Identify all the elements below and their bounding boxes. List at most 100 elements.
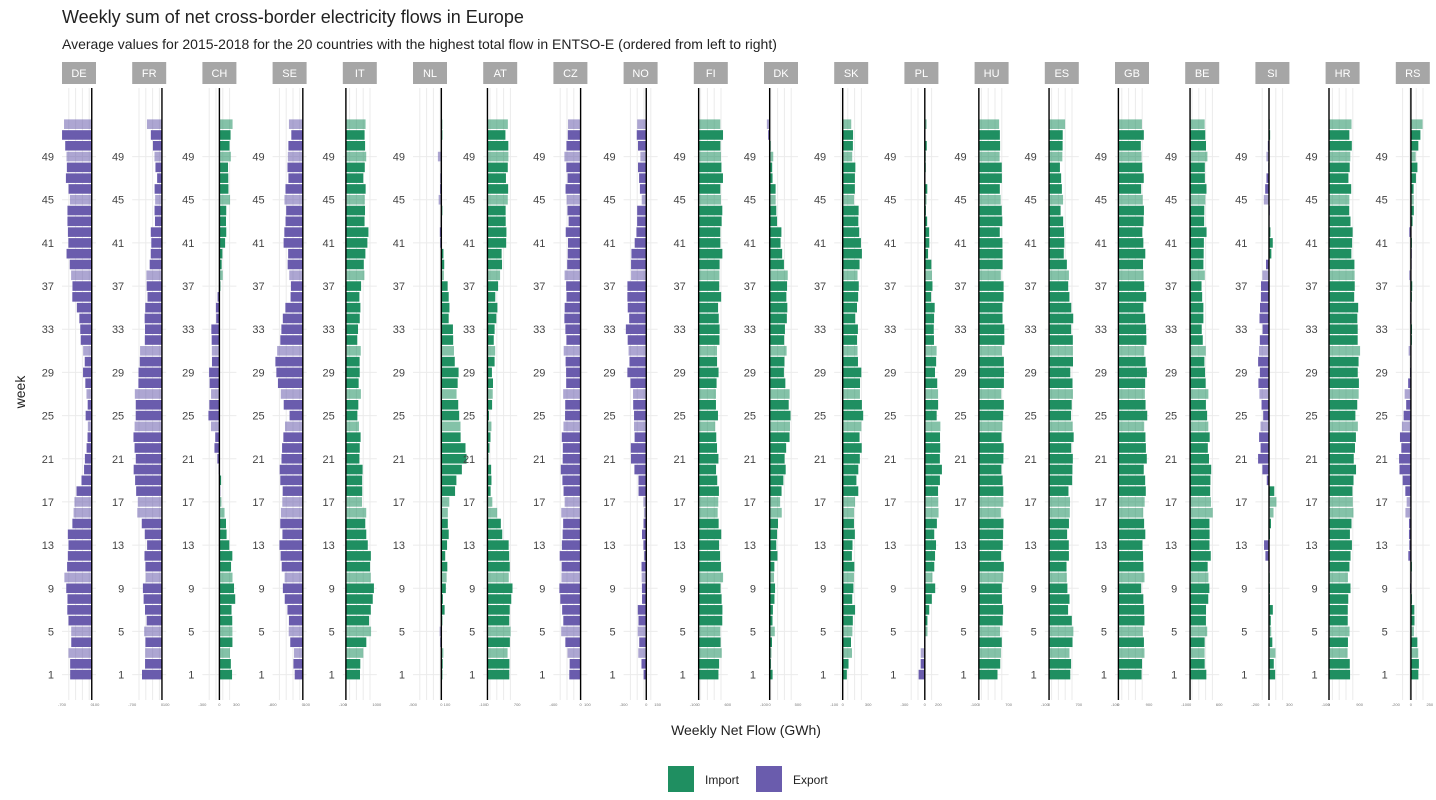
bar-se-week-4	[290, 637, 303, 648]
y-tick-label: 5	[1311, 626, 1317, 638]
bar-fi-week-34	[698, 313, 719, 324]
bar-fr-week-22	[134, 443, 162, 453]
y-tick-label: 17	[1235, 497, 1247, 509]
bar-at-week-1	[487, 669, 510, 680]
bar-dk-week-39	[769, 259, 784, 270]
bar-ch-week-1	[219, 669, 233, 680]
y-tick-label: 33	[252, 324, 264, 336]
bar-nl-week-5	[439, 626, 442, 637]
bar-sk-week-23	[842, 432, 860, 442]
y-tick-label: 13	[323, 540, 335, 552]
bar-dk-week-7	[769, 605, 773, 615]
x-tick-label: 100	[444, 702, 451, 707]
y-tick-label: 17	[884, 497, 896, 509]
bar-no-week-31	[628, 346, 647, 356]
y-tick-label: 9	[890, 583, 896, 595]
strip-es	[1044, 62, 1079, 84]
bar-gb-week-18	[1118, 486, 1146, 496]
bar-gb-week-10	[1118, 572, 1145, 583]
bar-es-week-52	[1049, 119, 1066, 129]
bar-cz-week-16	[561, 507, 581, 518]
bar-ch-week-38	[219, 270, 223, 281]
bar-de-week-12	[67, 551, 92, 561]
bar-it-week-44	[345, 205, 366, 216]
bar-pl-week-7	[924, 605, 930, 615]
bar-at-week-26	[487, 400, 493, 410]
bar-pl-week-18	[924, 486, 939, 496]
bar-gb-week-11	[1118, 561, 1144, 572]
y-tick-label: 45	[42, 195, 54, 207]
bar-ch-week-36	[217, 292, 220, 302]
bar-fi-week-43	[698, 216, 722, 227]
bar-de-week-42	[67, 227, 92, 237]
bar-at-week-45	[487, 194, 508, 205]
bar-sk-week-13	[842, 540, 853, 550]
y-tick-label: 41	[252, 238, 264, 250]
bar-si-week-26	[1261, 400, 1269, 410]
strip-fi	[693, 62, 728, 84]
bar-no-week-47	[639, 173, 647, 183]
bar-cz-week-34	[564, 313, 581, 324]
bar-es-week-13	[1049, 540, 1069, 550]
bar-hu-week-13	[978, 540, 1003, 550]
y-tick-label: 33	[603, 324, 615, 336]
bar-ch-week-46	[219, 184, 229, 194]
bar-es-week-43	[1049, 216, 1064, 227]
bar-es-week-14	[1049, 529, 1068, 540]
bar-at-week-47	[487, 173, 506, 183]
bar-hr-week-52	[1329, 119, 1352, 129]
y-tick-label: 21	[112, 454, 124, 466]
bar-cz-week-8	[560, 594, 581, 604]
y-tick-label: 13	[1376, 540, 1388, 552]
bar-be-week-37	[1190, 281, 1202, 291]
bar-de-week-39	[69, 259, 92, 270]
strip-label: FI	[706, 68, 716, 80]
bar-hr-week-43	[1329, 216, 1351, 227]
bar-si-week-20	[1262, 464, 1269, 475]
bar-be-week-48	[1190, 162, 1205, 173]
bar-dk-week-28	[769, 378, 786, 388]
bar-dk-week-45	[769, 194, 776, 205]
bar-it-week-36	[345, 292, 360, 302]
bar-hu-week-12	[978, 551, 1002, 561]
bar-hr-week-21	[1329, 453, 1354, 464]
bar-de-week-29	[83, 367, 92, 378]
y-tick-label: 41	[1165, 238, 1177, 250]
bar-fi-week-11	[698, 561, 721, 572]
y-tick-label: 37	[1235, 281, 1247, 293]
bar-fr-week-8	[143, 594, 162, 604]
y-tick-label: 25	[463, 411, 475, 423]
bar-cz-week-10	[561, 572, 581, 583]
bar-be-week-41	[1190, 238, 1204, 248]
bar-fr-week-25	[135, 410, 162, 421]
bar-es-week-1	[1049, 669, 1071, 680]
bar-hr-week-50	[1329, 140, 1352, 151]
y-tick-label: 9	[1382, 583, 1388, 595]
bar-be-week-2	[1190, 659, 1205, 669]
bar-gb-week-14	[1118, 529, 1146, 540]
panel-ch: CH 1 5 9 13 17 21 25 29 33 37 41 45 49 -300 0 300	[182, 62, 241, 707]
bar-fi-week-35	[698, 302, 719, 313]
y-tick-label: 33	[954, 324, 966, 336]
y-tick-label: 1	[750, 670, 756, 682]
y-tick-label: 29	[252, 367, 264, 379]
y-tick-label: 33	[463, 324, 475, 336]
bar-at-week-43	[487, 216, 506, 227]
x-tick-label: 900	[1146, 702, 1153, 707]
panel-be: BE 1 5 9 13 17 21 25 29 33 37 41 45 49 -100 0 600	[1165, 62, 1223, 707]
bar-es-week-51	[1049, 130, 1063, 140]
bar-hr-week-13	[1329, 540, 1352, 550]
bar-fi-week-33	[698, 324, 720, 335]
bar-hu-week-38	[978, 270, 1001, 281]
bar-ch-week-35	[215, 302, 220, 313]
bar-gb-week-47	[1118, 173, 1144, 183]
y-tick-label: 37	[182, 281, 194, 293]
bar-ch-week-10	[219, 572, 233, 583]
bar-nl-week-24	[441, 421, 461, 432]
bar-be-week-46	[1190, 184, 1207, 194]
bar-se-week-15	[280, 518, 303, 529]
bar-se-week-7	[287, 605, 303, 615]
bar-nl-week-17	[441, 497, 450, 507]
bar-hr-week-16	[1329, 507, 1354, 518]
bar-no-week-1	[643, 669, 647, 680]
